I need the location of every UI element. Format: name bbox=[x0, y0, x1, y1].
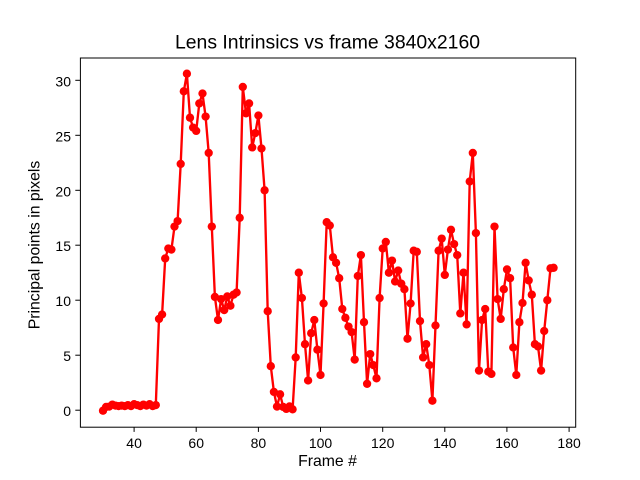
svg-text:5: 5 bbox=[63, 348, 71, 364]
svg-text:30: 30 bbox=[55, 73, 71, 89]
svg-text:15: 15 bbox=[55, 238, 71, 254]
svg-text:120: 120 bbox=[371, 435, 395, 451]
svg-text:25: 25 bbox=[55, 128, 71, 144]
svg-text:80: 80 bbox=[251, 435, 267, 451]
svg-text:Frame #: Frame # bbox=[298, 453, 357, 470]
svg-text:60: 60 bbox=[188, 435, 204, 451]
svg-text:160: 160 bbox=[495, 435, 519, 451]
svg-text:Lens Intrinsics vs frame 3840x: Lens Intrinsics vs frame 3840x2160 bbox=[175, 31, 480, 53]
svg-text:10: 10 bbox=[55, 293, 71, 309]
svg-text:40: 40 bbox=[126, 435, 142, 451]
svg-text:180: 180 bbox=[557, 435, 581, 451]
svg-text:0: 0 bbox=[63, 403, 71, 419]
svg-text:140: 140 bbox=[433, 435, 457, 451]
svg-text:20: 20 bbox=[55, 183, 71, 199]
svg-text:Principal points in pixels: Principal points in pixels bbox=[27, 161, 44, 330]
svg-text:100: 100 bbox=[309, 435, 333, 451]
